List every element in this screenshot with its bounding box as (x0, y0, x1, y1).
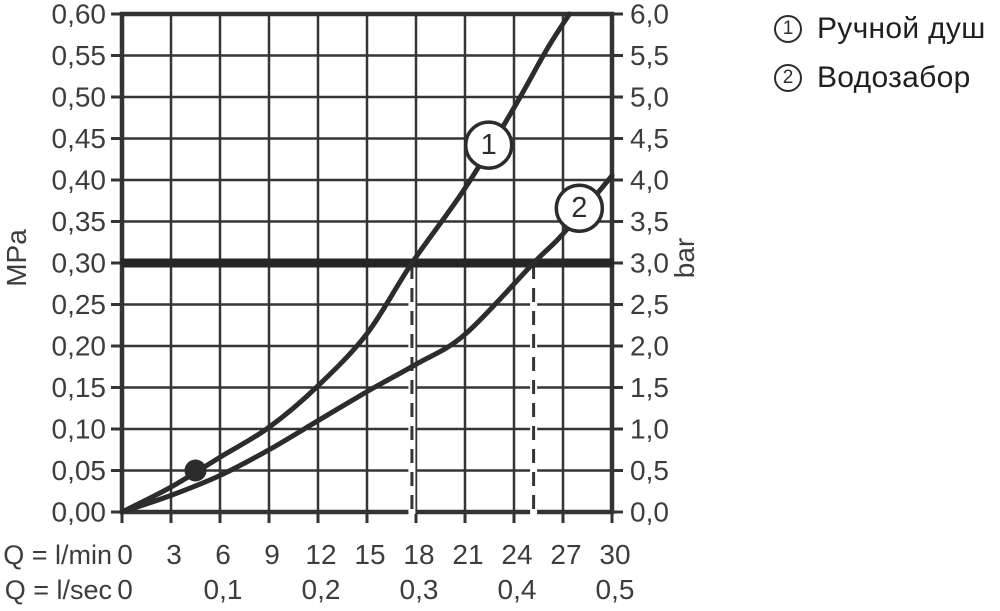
left-tick-label: 0,60 (52, 0, 107, 30)
right-tick-label: 3,0 (630, 248, 669, 279)
lmin-tick-label: 21 (452, 539, 483, 570)
lmin-tick-label: 18 (403, 539, 434, 570)
legend: 1 Ручной душ 2 Водозабор (774, 12, 986, 95)
lsec-tick-label: 0,3 (400, 574, 439, 605)
right-tick-label: 4,5 (630, 123, 669, 154)
right-tick-label: 6,0 (630, 0, 669, 30)
lsec-tick-label: 0 (117, 574, 133, 605)
point-marker (184, 459, 207, 482)
left-tick-label: 0,10 (52, 414, 107, 445)
left-tick-label: 0,55 (52, 40, 107, 71)
left-tick-label: 0,35 (52, 206, 107, 237)
lmin-tick-label: 27 (550, 539, 581, 570)
left-tick-label: 0,50 (52, 82, 107, 113)
lmin-tick-label: 15 (354, 539, 385, 570)
curve-label-number-1: 1 (481, 129, 497, 161)
lsec-tick-label: 0,1 (204, 574, 243, 605)
lmin-tick-label: 30 (599, 539, 630, 570)
right-tick-label: 1,0 (630, 414, 669, 445)
y-axis-left-unit-label: MPa (1, 229, 32, 287)
left-tick-label: 0,05 (52, 455, 107, 486)
lsec-tick-label: 0,2 (302, 574, 341, 605)
left-tick-label: 0,00 (52, 497, 107, 528)
left-tick-label: 0,15 (52, 372, 107, 403)
lmin-tick-label: 6 (215, 539, 231, 570)
right-tick-label: 4,0 (630, 165, 669, 196)
lmin-tick-label: 0 (117, 539, 133, 570)
lmin-tick-label: 24 (501, 539, 532, 570)
left-tick-label: 0,40 (52, 165, 107, 196)
legend-label-1: Ручной душ (817, 12, 986, 45)
right-tick-label: 2,5 (630, 289, 669, 320)
right-tick-label: 3,5 (630, 206, 669, 237)
curve-label-circle-2 (554, 183, 605, 233)
left-tick-label: 0,45 (52, 123, 107, 154)
right-tick-label: 1,5 (630, 372, 669, 403)
lmin-tick-label: 3 (166, 539, 182, 570)
lsec-tick-label: 0,5 (596, 574, 635, 605)
legend-symbol-1-icon: 1 (774, 15, 802, 43)
x-axis-row2-label: Q = l/sec (5, 575, 112, 605)
lsec-tick-label: 0,4 (498, 574, 537, 605)
legend-label-2: Водозабор (817, 61, 971, 94)
curve-1 (119, 11, 572, 515)
left-tick-label: 0,20 (52, 331, 107, 362)
curve-label-number-2: 2 (571, 192, 587, 224)
x-axis-row1-label: Q = l/min (3, 540, 112, 570)
right-tick-label: 5,5 (630, 40, 669, 71)
curve-label-circle-1 (463, 120, 514, 170)
legend-item-2: 2 Водозабор (774, 61, 986, 95)
left-tick-label: 0,30 (52, 248, 107, 279)
right-tick-label: 0,5 (630, 455, 669, 486)
legend-symbol-2-icon: 2 (774, 64, 802, 92)
y-axis-right-unit-label: bar (669, 238, 700, 278)
left-tick-label: 0,25 (52, 289, 107, 320)
right-tick-label: 2,0 (630, 331, 669, 362)
lmin-tick-label: 12 (305, 539, 336, 570)
right-tick-label: 0,0 (630, 497, 669, 528)
legend-item-1: 1 Ручной душ (774, 12, 986, 46)
right-tick-label: 5,0 (630, 82, 669, 113)
curve-2 (119, 173, 615, 515)
lmin-tick-label: 9 (264, 539, 280, 570)
